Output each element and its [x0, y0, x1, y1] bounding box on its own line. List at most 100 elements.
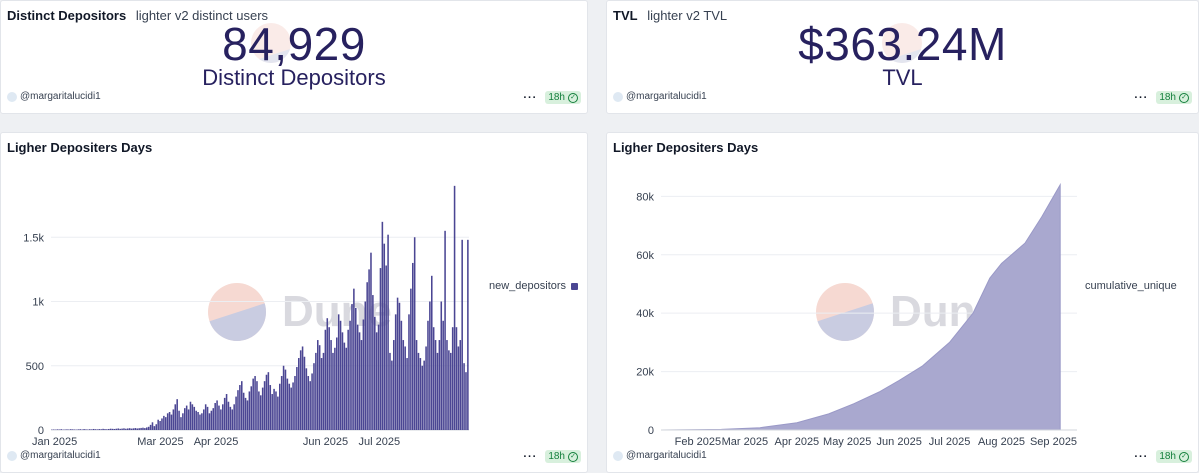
- bar[interactable]: [349, 320, 351, 430]
- bar[interactable]: [58, 429, 61, 430]
- bar[interactable]: [444, 230, 446, 430]
- bar[interactable]: [146, 427, 148, 430]
- bar[interactable]: [398, 302, 401, 430]
- bar[interactable]: [330, 340, 332, 430]
- bar[interactable]: [73, 429, 76, 430]
- bar[interactable]: [193, 406, 196, 430]
- bar[interactable]: [128, 428, 131, 430]
- bar[interactable]: [127, 428, 129, 430]
- bar[interactable]: [332, 352, 334, 430]
- bar[interactable]: [100, 429, 102, 430]
- bar[interactable]: [229, 406, 232, 430]
- bar[interactable]: [125, 428, 127, 430]
- bar[interactable]: [345, 347, 348, 430]
- bar[interactable]: [197, 412, 199, 430]
- bar[interactable]: [165, 417, 167, 430]
- bar[interactable]: [432, 327, 435, 430]
- bar[interactable]: [421, 365, 424, 430]
- bar[interactable]: [102, 428, 104, 430]
- bar[interactable]: [189, 401, 192, 430]
- bar[interactable]: [288, 383, 291, 430]
- bar[interactable]: [412, 262, 414, 430]
- bar[interactable]: [353, 288, 355, 430]
- bar[interactable]: [71, 429, 74, 430]
- bar[interactable]: [239, 385, 241, 430]
- bar[interactable]: [465, 372, 467, 430]
- bar[interactable]: [459, 340, 462, 430]
- bar[interactable]: [94, 429, 97, 430]
- bar[interactable]: [108, 428, 110, 430]
- bar[interactable]: [448, 350, 450, 430]
- bar[interactable]: [214, 403, 216, 430]
- bar[interactable]: [303, 356, 306, 430]
- bar[interactable]: [413, 237, 416, 430]
- bar[interactable]: [347, 329, 349, 430]
- bar[interactable]: [70, 429, 72, 430]
- bar[interactable]: [250, 386, 253, 430]
- bar[interactable]: [241, 381, 243, 430]
- bar[interactable]: [337, 314, 340, 430]
- more-options-icon[interactable]: ···: [523, 91, 538, 104]
- more-options-icon[interactable]: ···: [1134, 91, 1149, 104]
- bar[interactable]: [417, 352, 420, 430]
- bar[interactable]: [216, 400, 218, 430]
- bar[interactable]: [170, 414, 173, 430]
- bar[interactable]: [172, 409, 175, 430]
- bar[interactable]: [294, 376, 296, 430]
- bar[interactable]: [166, 413, 169, 430]
- bar[interactable]: [210, 410, 213, 430]
- bar[interactable]: [265, 374, 268, 430]
- bar[interactable]: [182, 413, 184, 430]
- cumulative-area-series[interactable]: [660, 182, 1061, 431]
- bar[interactable]: [109, 428, 112, 430]
- bar[interactable]: [383, 243, 386, 430]
- bar[interactable]: [206, 406, 209, 430]
- bar[interactable]: [218, 405, 220, 430]
- bar[interactable]: [419, 358, 422, 430]
- bar[interactable]: [233, 404, 235, 430]
- bar[interactable]: [425, 346, 427, 430]
- bar[interactable]: [351, 304, 353, 430]
- bar[interactable]: [328, 327, 330, 430]
- bar[interactable]: [372, 295, 374, 430]
- bar[interactable]: [280, 376, 283, 430]
- bar[interactable]: [381, 221, 384, 430]
- bar[interactable]: [123, 428, 125, 430]
- bar[interactable]: [311, 373, 313, 430]
- bar[interactable]: [147, 426, 150, 430]
- bar[interactable]: [277, 396, 279, 430]
- bar[interactable]: [320, 358, 323, 430]
- bar[interactable]: [296, 367, 298, 430]
- bar[interactable]: [279, 383, 281, 430]
- bar[interactable]: [231, 409, 234, 430]
- bar[interactable]: [391, 360, 393, 430]
- bar[interactable]: [81, 429, 83, 430]
- bar[interactable]: [446, 340, 448, 430]
- author-link[interactable]: @margaritalucidi1: [613, 450, 707, 461]
- bar[interactable]: [273, 388, 275, 430]
- bar[interactable]: [138, 428, 140, 430]
- bar[interactable]: [66, 429, 68, 430]
- bar[interactable]: [406, 358, 408, 430]
- panel-title[interactable]: Distinct Depositors: [7, 8, 127, 23]
- bar[interactable]: [106, 429, 108, 430]
- chart-legend[interactable]: new_depositors: [489, 280, 579, 292]
- bar[interactable]: [358, 332, 361, 430]
- bar[interactable]: [96, 429, 99, 430]
- bar[interactable]: [87, 429, 89, 430]
- bar[interactable]: [235, 396, 237, 430]
- bar[interactable]: [317, 340, 319, 430]
- bar[interactable]: [269, 385, 272, 430]
- bar[interactable]: [136, 428, 139, 430]
- bar[interactable]: [440, 301, 443, 431]
- bar[interactable]: [377, 324, 380, 430]
- bar[interactable]: [185, 405, 188, 430]
- bar[interactable]: [461, 239, 463, 430]
- bar[interactable]: [396, 297, 399, 430]
- bar[interactable]: [322, 352, 325, 430]
- bar[interactable]: [252, 378, 254, 430]
- bar[interactable]: [178, 410, 180, 430]
- author-link[interactable]: @margaritalucidi1: [7, 450, 101, 461]
- bar[interactable]: [282, 365, 285, 430]
- refresh-badge[interactable]: 18h ✓: [545, 91, 581, 104]
